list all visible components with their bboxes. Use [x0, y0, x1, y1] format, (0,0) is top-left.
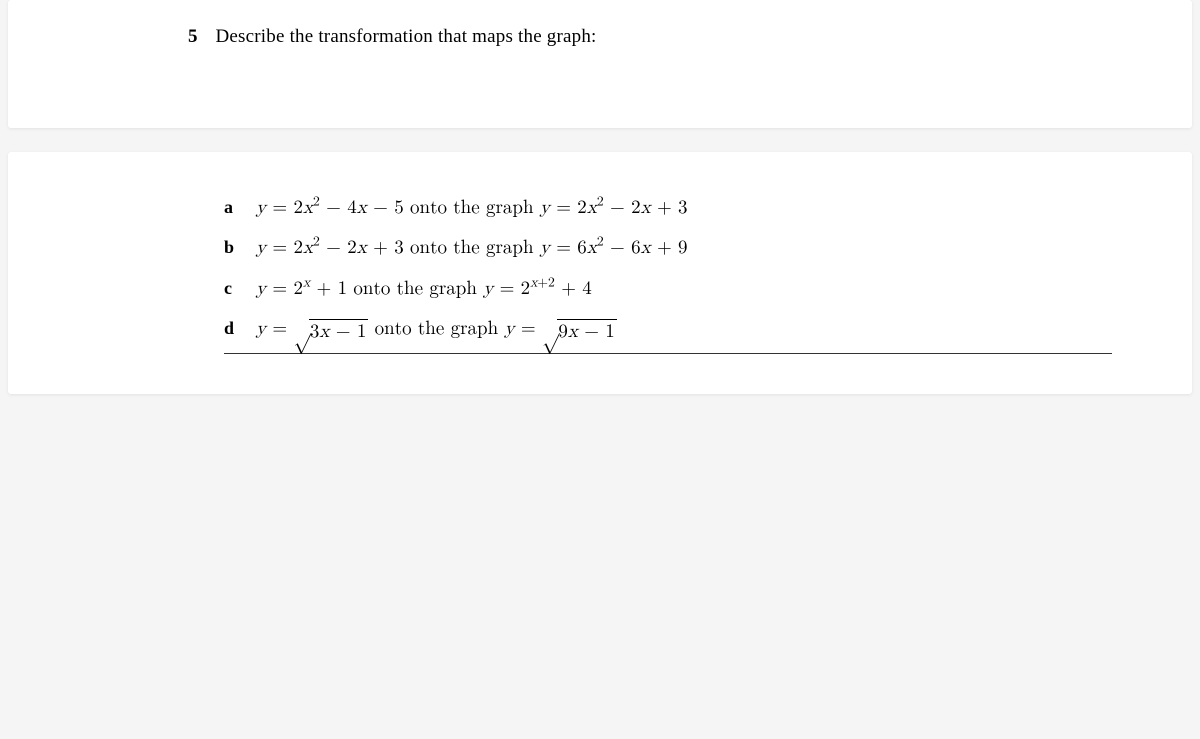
part-label: d [224, 313, 238, 344]
question-text: Describe the transformation that maps th… [216, 26, 597, 48]
sqrt: √9x − 1 [542, 319, 617, 344]
part-b: b y = 2x2 − 2x + 3 onto the graph y = 6x… [224, 232, 1152, 264]
part-math: y = 2x2 − 2x + 3 onto the graph y = 6x2 … [256, 232, 688, 264]
exponent: 2 [597, 235, 604, 249]
exponent: 2 [313, 195, 320, 209]
divider [224, 353, 1112, 354]
question-card-header: 5 Describe the transformation that maps … [8, 0, 1192, 128]
part-math: y = 2x2 − 4x − 5 onto the graph y = 2x2 … [256, 192, 688, 224]
exponent: x+2 [530, 275, 555, 289]
question-header: 5 Describe the transformation that maps … [188, 26, 1152, 48]
part-c: c y = 2x + 1 onto the graph y = 2x+2 + 4 [224, 273, 1152, 305]
exponent: 2 [597, 195, 604, 209]
sqrt: √3x − 1 [293, 319, 368, 344]
parts-list: a y = 2x2 − 4x − 5 onto the graph y = 2x… [224, 192, 1152, 345]
part-d: d y = √3x − 1 onto the graph y = √9x − 1 [224, 313, 1152, 345]
exponent: x [303, 275, 310, 289]
part-label: b [224, 232, 238, 263]
part-math: y = 2x + 1 onto the graph y = 2x+2 + 4 [256, 273, 592, 305]
part-label: a [224, 192, 238, 223]
question-card-parts: a y = 2x2 − 4x − 5 onto the graph y = 2x… [8, 152, 1192, 394]
question-number: 5 [188, 26, 198, 48]
exponent: 2 [313, 235, 320, 249]
part-label: c [224, 273, 238, 304]
part-a: a y = 2x2 − 4x − 5 onto the graph y = 2x… [224, 192, 1152, 224]
part-math: y = √3x − 1 onto the graph y = √9x − 1 [256, 313, 617, 345]
